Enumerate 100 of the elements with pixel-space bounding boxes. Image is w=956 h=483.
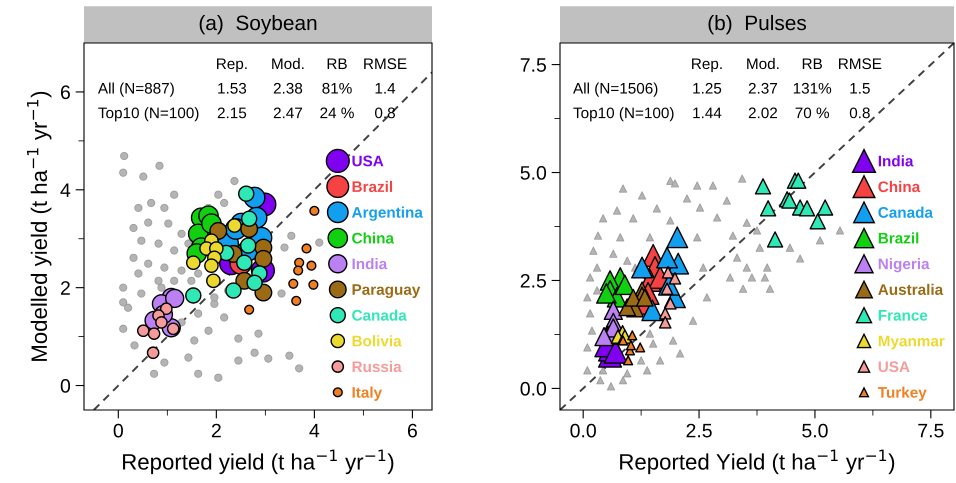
point: [306, 260, 317, 271]
legend-label: USA: [878, 361, 910, 372]
point: [137, 289, 146, 298]
point: [308, 280, 318, 290]
annotation: 1.44: [693, 108, 722, 118]
x-tick-label: 5.0: [802, 424, 828, 438]
point: [666, 226, 688, 248]
point: [236, 254, 252, 271]
annotation: 2.37: [748, 82, 778, 94]
legend-label: Brazil: [352, 180, 392, 192]
point: [185, 287, 202, 304]
point: [154, 276, 163, 285]
point: [146, 346, 160, 360]
legend-label: Nigeria: [878, 258, 930, 272]
annotation: All (N=1506): [573, 82, 658, 97]
legend-label: Australia: [878, 284, 944, 296]
point: [234, 356, 242, 365]
legend-label: Russia: [352, 360, 402, 372]
annotation: 1.4: [376, 83, 396, 94]
y-axis-title: Modelled yield (t ha$^{−1}$ yr$^{−1}$): [26, 92, 52, 361]
annotation: 24 %: [320, 107, 354, 118]
x-tick-label: 6: [408, 424, 417, 438]
point: [130, 341, 139, 350]
point: [134, 269, 142, 278]
point: [170, 246, 178, 255]
point: [293, 265, 304, 276]
point: [134, 204, 142, 212]
point: [184, 354, 192, 362]
point: [766, 231, 784, 248]
legend-label: India: [352, 258, 388, 270]
point: [285, 352, 294, 360]
annotation: Top10 (N=100): [98, 107, 198, 122]
annotation: Mod.: [747, 58, 778, 70]
point: [627, 330, 638, 340]
point: [280, 243, 289, 252]
legend-label: China: [878, 180, 920, 192]
legend-label: Brazil: [878, 232, 918, 244]
point: [230, 176, 239, 186]
point: [596, 283, 617, 304]
point: [658, 316, 672, 329]
point: [631, 256, 654, 278]
point: [160, 358, 168, 367]
point: [291, 296, 302, 306]
point: [164, 219, 172, 228]
point: [301, 243, 312, 254]
chart-title: (b) Pulses: [708, 14, 806, 34]
point: [120, 152, 128, 160]
y-tick-label: 7.5: [520, 58, 546, 72]
point: [194, 310, 202, 318]
point: [186, 255, 201, 270]
point: [194, 269, 202, 278]
x-tick-label: 2.5: [686, 424, 712, 438]
legend-label: Paraguay: [352, 284, 420, 298]
x-axis-title: Reported Yield (t ha$^{−1}$ yr$^{−1}$): [620, 450, 894, 474]
point: [139, 172, 148, 181]
point: [160, 204, 168, 212]
annotation: RB: [802, 58, 822, 69]
point: [240, 210, 258, 227]
point: [144, 218, 152, 227]
point: [150, 370, 158, 378]
annotation: Top10 (N=100): [573, 107, 674, 122]
y-tick-label: 6: [60, 85, 70, 100]
point: [204, 326, 213, 335]
point: [214, 374, 222, 382]
point: [635, 342, 646, 352]
point: [287, 232, 296, 240]
annotation: 0.8: [850, 107, 870, 118]
point: [137, 236, 146, 245]
annotation: All (N=887): [98, 82, 174, 97]
point: [798, 200, 816, 217]
annotation: 1.25: [693, 82, 722, 94]
point: [315, 238, 324, 247]
annotation: Rep.: [692, 58, 722, 72]
chart-title: (a) Soybean: [200, 14, 316, 34]
point: [144, 260, 152, 268]
point: [816, 199, 834, 216]
point: [206, 273, 221, 288]
legend-label: India: [878, 155, 914, 166]
x-axis-title: Reported yield (t ha$^{−1}$ yr$^{−1}$): [123, 450, 394, 474]
y-tick-label: 5.0: [520, 166, 546, 180]
point: [754, 178, 772, 195]
legend-label: Myanmar: [878, 336, 945, 350]
y-tick-label: 0: [60, 379, 70, 393]
point: [170, 276, 178, 285]
annotation: 2.47: [274, 107, 302, 118]
point: [668, 272, 682, 285]
annotation: Rep.: [217, 58, 247, 72]
y-tick-label: 4: [60, 183, 70, 197]
annotation: 1.53: [218, 82, 246, 94]
point: [662, 266, 674, 279]
annotation: RB: [328, 58, 347, 69]
annotation: 2.38: [274, 82, 302, 94]
y-tick-label: 0.0: [520, 382, 546, 396]
point: [119, 168, 128, 177]
annotation: 1.5: [850, 83, 870, 94]
point: [810, 213, 826, 230]
annotation: 2.02: [748, 107, 778, 118]
point: [177, 230, 186, 238]
point: [119, 298, 128, 306]
point: [254, 330, 263, 338]
